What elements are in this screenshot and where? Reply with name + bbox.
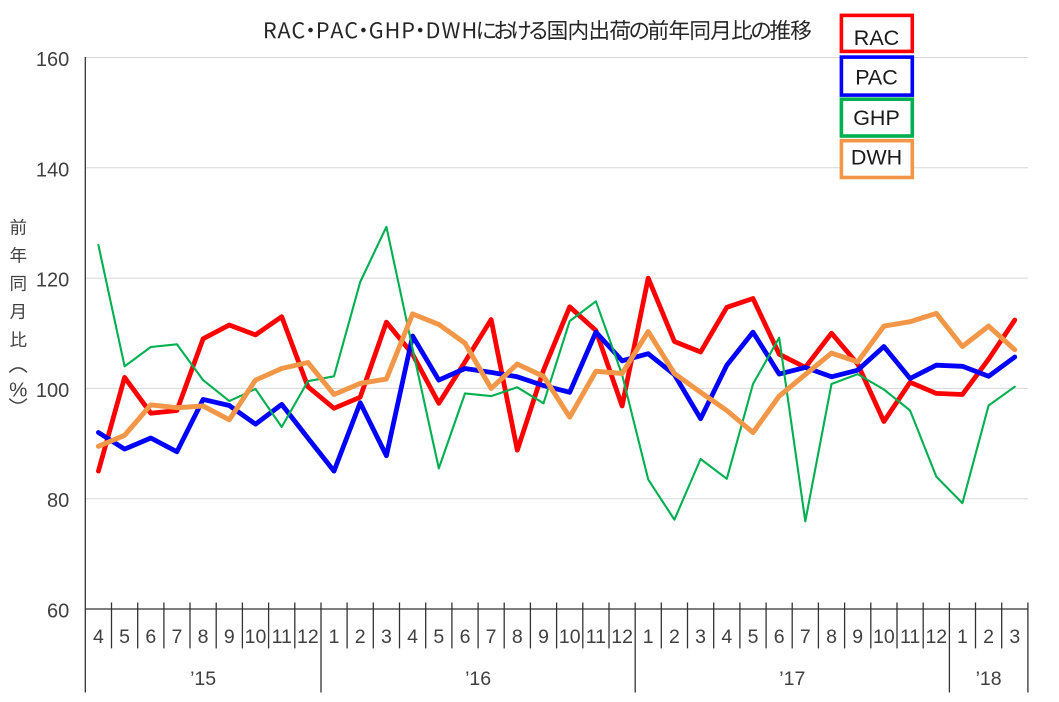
svg-text:6: 6 [774,626,785,648]
svg-text:2: 2 [983,626,994,648]
svg-text:7: 7 [800,626,811,648]
svg-text:10: 10 [245,626,267,648]
svg-text:2: 2 [669,626,680,648]
svg-text:1: 1 [957,626,968,648]
svg-text:4: 4 [721,626,732,648]
svg-text:3: 3 [381,626,392,648]
svg-text:’16: ’16 [465,668,491,690]
svg-text:120: 120 [36,270,69,292]
svg-text:’15: ’15 [190,668,216,690]
svg-text:4: 4 [407,626,418,648]
svg-text:12: 12 [297,626,319,648]
svg-text:9: 9 [224,626,235,648]
svg-text:8: 8 [512,626,523,648]
svg-text:4: 4 [93,626,104,648]
svg-text:2: 2 [355,626,366,648]
svg-text:60: 60 [47,601,69,623]
svg-text:11: 11 [900,626,920,648]
svg-text:3: 3 [695,626,706,648]
svg-text:10: 10 [559,626,581,648]
svg-text:12: 12 [611,626,633,648]
svg-text:DWH: DWH [851,146,902,170]
svg-text:5: 5 [748,626,759,648]
svg-text:PAC: PAC [855,65,898,89]
svg-text:%: % [9,379,27,402]
svg-text:7: 7 [171,626,182,648]
svg-text:1: 1 [643,626,654,648]
svg-text:140: 140 [36,159,69,181]
svg-text:12: 12 [925,626,947,648]
svg-text:8: 8 [198,626,209,648]
svg-text:RAC: RAC [854,26,899,50]
svg-text:6: 6 [145,626,156,648]
svg-text:100: 100 [36,380,69,402]
svg-text:9: 9 [538,626,549,648]
svg-text:80: 80 [47,490,69,512]
svg-text:7: 7 [486,626,497,648]
svg-text:’17: ’17 [779,668,805,690]
svg-text:GHP: GHP [853,106,900,130]
svg-text:11: 11 [586,626,606,648]
svg-text:8: 8 [826,626,837,648]
svg-text:160: 160 [36,49,69,71]
svg-text:5: 5 [433,626,444,648]
svg-text:5: 5 [119,626,130,648]
svg-text:3: 3 [1009,626,1020,648]
svg-text:’18: ’18 [976,668,1002,690]
svg-text:10: 10 [873,626,895,648]
svg-text:1: 1 [329,626,340,648]
svg-text:6: 6 [460,626,471,648]
svg-text:9: 9 [852,626,863,648]
svg-text:11: 11 [272,626,292,648]
